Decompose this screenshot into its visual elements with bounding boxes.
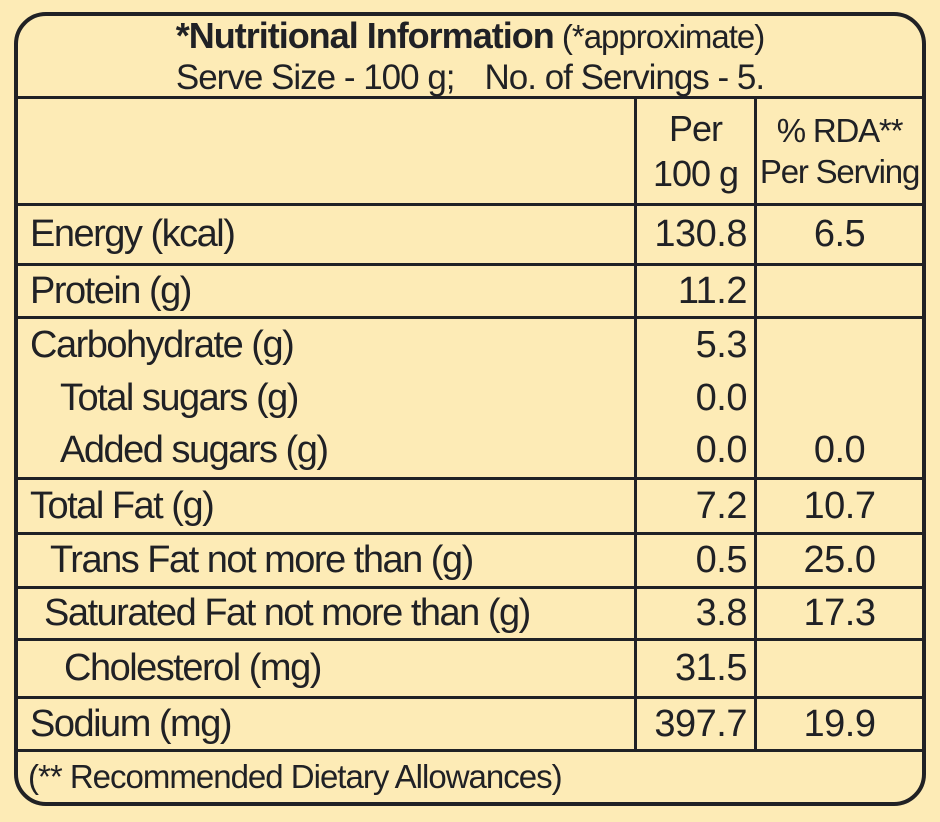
rda-value: 25.0: [754, 535, 922, 586]
nutrient-label: Total Fat (g): [30, 484, 215, 527]
label-title-block: *Nutritional Information (*approximate) …: [18, 16, 922, 99]
nutrient-label: Total sugars (g): [60, 376, 299, 419]
nutrient-row-protein: Protein (g) 11.2: [18, 266, 922, 319]
footnote-rda: (** Recommended Dietary Allowances): [28, 758, 563, 795]
per-100g-header-line2: 100 g: [652, 153, 739, 194]
rda-header-line2: Per Serving: [759, 153, 920, 190]
nutrient-label: Energy (kcal): [30, 213, 236, 255]
nutrition-label: *Nutritional Information (*approximate) …: [14, 12, 926, 806]
nutrient-label: Sodium (mg): [30, 702, 233, 745]
per-100g-value: 31.5: [634, 641, 754, 696]
nutrient-row-cholesterol: Cholesterol (mg) 31.5: [18, 641, 922, 699]
label-title: *Nutritional Information: [175, 15, 555, 57]
servings-count-text: No. of Servings - 5.: [484, 58, 766, 98]
per-100g-value: 130.8: [634, 206, 754, 263]
rda-value: 10.7: [754, 480, 922, 532]
per-100g-value: 11.2: [634, 266, 754, 316]
rda-column-header: % RDA** Per Serving: [754, 99, 922, 203]
per-100g-value: 5.3: [695, 323, 748, 366]
serve-info-line: Serve Size - 100 g; No. of Servings - 5.: [175, 58, 766, 98]
label-title-line: *Nutritional Information (*approximate): [175, 15, 766, 57]
approximate-note: (*approximate): [553, 18, 765, 56]
serve-size-text: Serve Size - 100 g;: [175, 58, 456, 98]
nutrient-label: Protein (g): [30, 269, 192, 312]
rda-value: [754, 266, 922, 316]
nutrient-row-sodium: Sodium (mg) 397.7 19.9: [18, 699, 922, 752]
column-header-spacer: [18, 99, 634, 203]
column-header-row: Per 100 g % RDA** Per Serving: [18, 99, 922, 206]
nutrient-label: Trans Fat not more than (g): [50, 539, 474, 581]
nutrient-label: Saturated Fat not more than (g): [44, 592, 531, 634]
nutrient-row-saturated-fat: Saturated Fat not more than (g) 3.8 17.3: [18, 589, 922, 641]
rda-value: 0.0: [813, 429, 866, 472]
rda-header-line1: % RDA**: [776, 111, 904, 149]
nutrient-label: Carbohydrate (g): [30, 323, 295, 366]
per-100g-value: 397.7: [634, 699, 754, 749]
nutrient-label: Added sugars (g): [60, 429, 329, 472]
nutrient-row-total-fat: Total Fat (g) 7.2 10.7: [18, 480, 922, 535]
carbohydrate-labels: Carbohydrate (g) Total sugars (g) Added …: [18, 319, 634, 477]
per-100g-column-header: Per 100 g: [634, 99, 754, 203]
per-100g-value: 0.0: [695, 429, 748, 472]
carbohydrate-rda-values: 0.0: [754, 319, 922, 477]
nutrient-row-energy: Energy (kcal) 130.8 6.5: [18, 206, 922, 266]
rda-value: [757, 319, 922, 372]
nutrient-row-trans-fat: Trans Fat not more than (g) 0.5 25.0: [18, 535, 922, 589]
rda-value: [754, 641, 922, 696]
per-100g-value: 0.5: [634, 535, 754, 586]
rda-value: 17.3: [754, 589, 922, 638]
rda-value: 6.5: [754, 206, 922, 263]
per-100g-value: 3.8: [634, 589, 754, 638]
nutrient-group-carbohydrate: Carbohydrate (g) Total sugars (g) Added …: [18, 319, 922, 480]
per-100g-value: 0.0: [695, 376, 748, 419]
per-100g-header-line1: Per: [668, 108, 723, 149]
nutrient-label: Cholesterol (mg): [64, 647, 322, 689]
rda-value: [757, 372, 922, 425]
per-100g-value: 7.2: [634, 480, 754, 532]
carbohydrate-per-100g-values: 5.3 0.0 0.0: [634, 319, 754, 477]
rda-value: 19.9: [754, 699, 922, 749]
